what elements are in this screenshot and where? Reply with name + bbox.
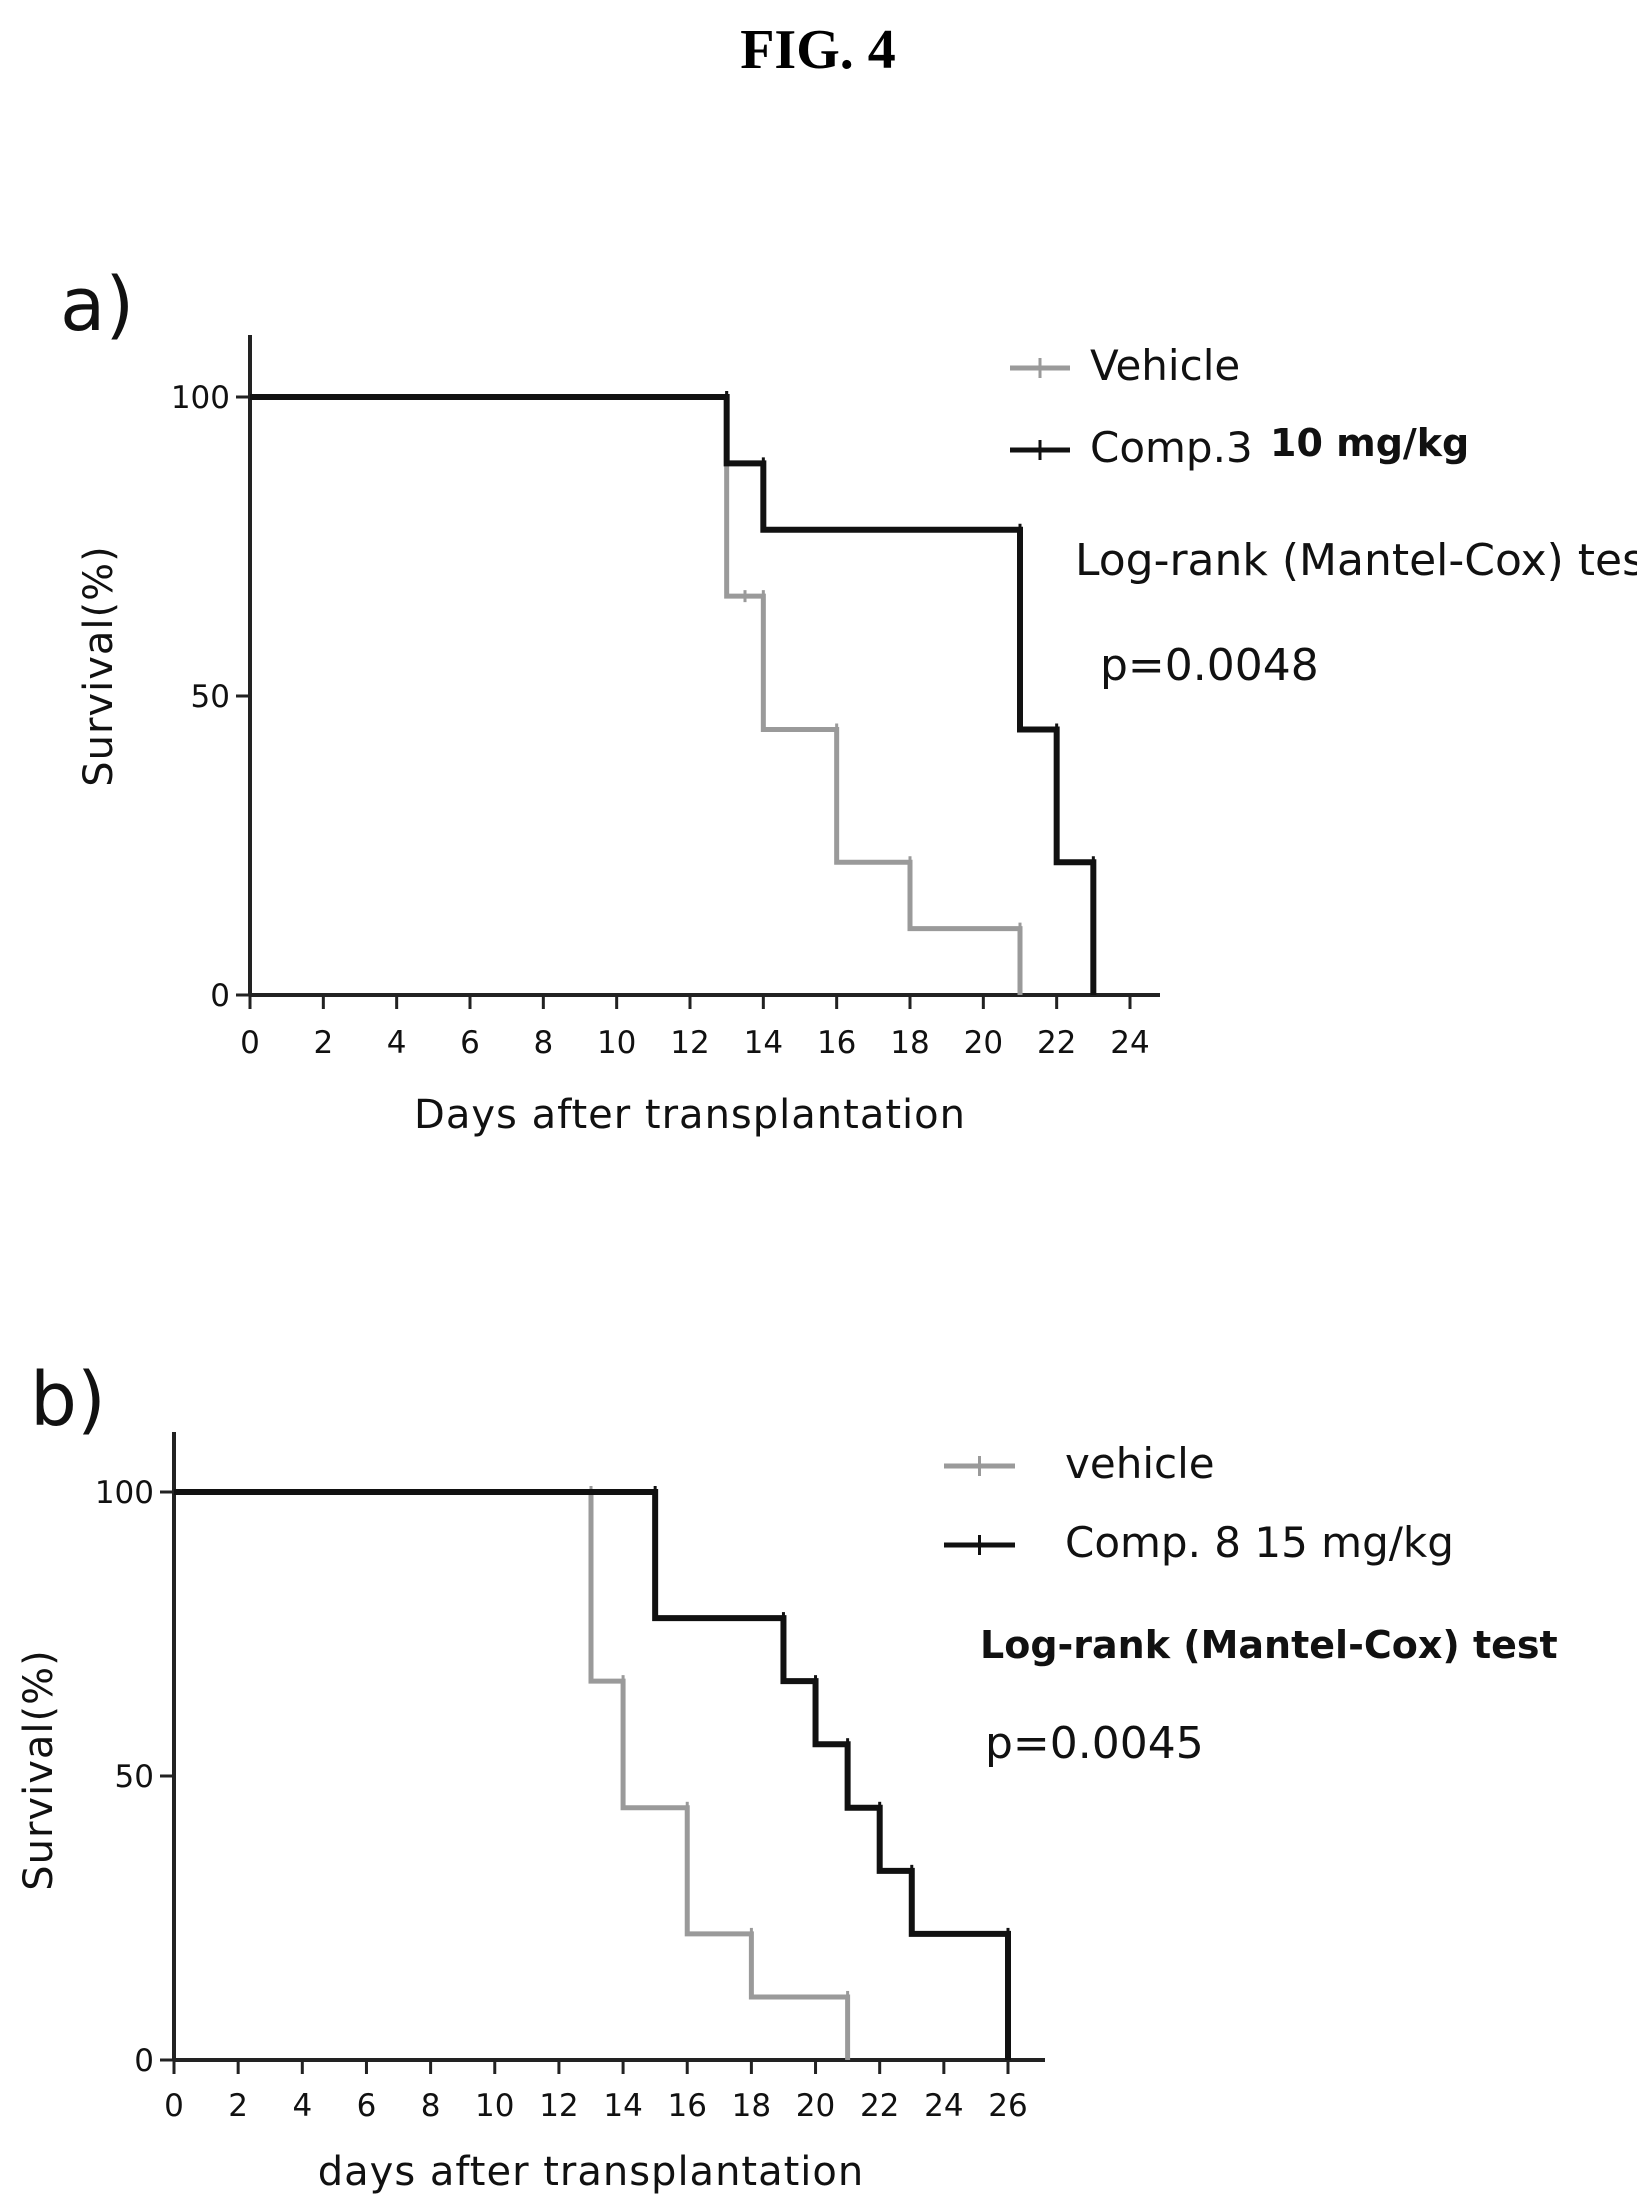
x-tick-label: 6 [357,2088,377,2124]
panel-label: b) [30,1357,106,1443]
survival-curve-vehicle [174,1489,851,2060]
y-axis-title: Survival(%) [16,1649,62,1891]
legend-label-vehicle: vehicle [1065,1439,1215,1488]
x-tick-label: 26 [988,2088,1027,2124]
y-tick-label: 100 [95,1475,154,1511]
x-tick-label: 20 [964,1025,1003,1061]
x-tick-label: 8 [421,2088,441,2124]
x-tick-label: 12 [539,2088,578,2124]
y-tick-label: 50 [115,1759,154,1795]
x-tick-label: 0 [240,1025,260,1061]
panel-label: a) [60,262,134,348]
test-name: Log-rank (Mantel-Cox) test [980,1623,1558,1667]
y-tick-label: 50 [191,679,230,715]
p-value: p=0.0048 [1100,640,1319,691]
x-tick-label: 24 [1110,1025,1149,1061]
x-tick-label: 8 [533,1025,553,1061]
x-tick-label: 24 [924,2088,963,2124]
x-tick-label: 16 [817,1025,856,1061]
y-axis-title: Survival(%) [76,545,122,787]
x-tick-label: 18 [732,2088,771,2124]
x-tick-label: 18 [890,1025,929,1061]
p-value: p=0.0045 [985,1718,1204,1769]
x-tick-label: 10 [597,1025,636,1061]
x-tick-label: 22 [860,2088,899,2124]
legend-label-treated: Comp. 8 15 mg/kg [1065,1518,1454,1567]
x-tick-label: 2 [313,1025,333,1061]
x-tick-label: 16 [668,2088,707,2124]
x-tick-label: 20 [796,2088,835,2124]
legend-label-treated: Comp.3 [1090,423,1253,472]
x-axis-title: days after transplantation [318,2149,865,2195]
survival-curve-vehicle [250,394,1023,995]
y-tick-label: 0 [210,978,230,1014]
survival-curve-treated [250,394,1097,995]
x-tick-label: 0 [164,2088,184,2124]
x-tick-label: 12 [670,1025,709,1061]
x-tick-label: 14 [603,2088,642,2124]
test-name: Log-rank (Mantel-Cox) tes [1075,535,1637,586]
x-tick-label: 6 [460,1025,480,1061]
y-tick-label: 100 [171,380,230,416]
legend-label-vehicle: Vehicle [1090,341,1240,390]
x-tick-label: 10 [475,2088,514,2124]
x-tick-label: 4 [292,2088,312,2124]
x-tick-label: 4 [387,1025,407,1061]
figure-title: FIG. 4 [740,19,896,81]
legend-label-dose: 10 mg/kg [1270,421,1469,465]
x-tick-label: 14 [744,1025,783,1061]
x-tick-label: 22 [1037,1025,1076,1061]
y-tick-label: 0 [134,2043,154,2079]
x-axis-title: Days after transplantation [414,1092,966,1138]
x-tick-label: 2 [228,2088,248,2124]
